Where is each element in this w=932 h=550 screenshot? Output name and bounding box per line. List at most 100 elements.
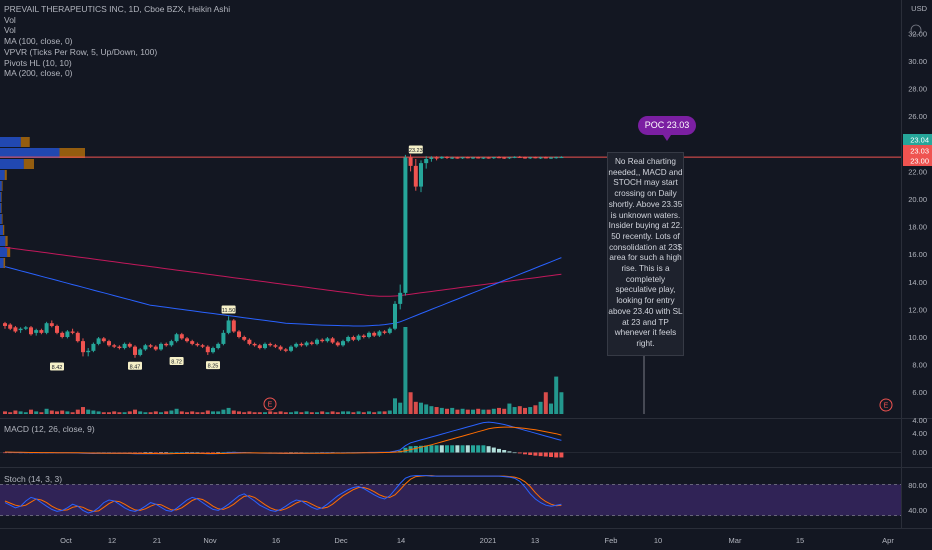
volume-bar [60, 410, 65, 414]
macd-histogram-bar [554, 452, 559, 458]
vpvr-bar [7, 247, 11, 257]
symbol-title[interactable]: PREVAIL THERAPEUTICS INC, 1D, Cboe BZX, … [4, 4, 231, 14]
candle-body [39, 330, 44, 333]
stoch-legend[interactable]: Stoch (14, 3, 3) [4, 474, 63, 484]
volume-bar [8, 412, 13, 414]
volume-bar [237, 411, 241, 414]
volume-bar [185, 412, 189, 414]
pivot-label: 8.25 [208, 364, 219, 370]
volume-bar [351, 412, 356, 414]
vpvr-bar [59, 148, 85, 158]
stoch-k-line [4, 475, 562, 514]
candle-body [445, 156, 449, 158]
macd-histogram-bar [304, 452, 309, 454]
volume-bar [91, 410, 96, 414]
candle-body [408, 157, 413, 166]
volume-bar [29, 409, 33, 414]
volume-bar [263, 412, 267, 414]
macd-histogram-bar [559, 452, 564, 458]
macd-histogram-bar [174, 452, 179, 453]
macd-histogram-bar [523, 452, 527, 455]
macd-histogram-bar [517, 452, 522, 454]
volume-bar [398, 402, 403, 414]
volume-bar [242, 412, 247, 414]
vpvr-bar [0, 236, 6, 246]
macd-histogram-bar [471, 445, 475, 453]
legend-vpvr[interactable]: VPVR (Ticks Per Row, 5, Up/Down, 100) [4, 46, 158, 57]
volume-bar [559, 392, 564, 414]
macd-histogram-bar [185, 452, 189, 453]
candle-body [153, 346, 158, 350]
volume-bar [179, 411, 184, 414]
legend-vol-1[interactable]: Vol [4, 14, 16, 25]
annotation-callout[interactable]: No Real charting needed,, MACD and STOCH… [607, 152, 684, 356]
currency-label: USD [911, 4, 927, 13]
vpvr-bar [0, 203, 2, 213]
volume-bar [419, 402, 423, 414]
macd-histogram-bar [153, 452, 158, 454]
time-tick: Dec [334, 536, 348, 545]
vpvr-bar [1, 214, 3, 224]
volume-bar [164, 411, 169, 414]
candle-body [481, 157, 486, 159]
macd-histogram-bar [507, 451, 512, 453]
pivot-label: 11.50 [222, 308, 235, 314]
candle-body [29, 327, 33, 335]
volume-bar [13, 410, 18, 414]
candle-body [549, 157, 553, 159]
vpvr-bar [23, 159, 34, 169]
volume-bar [153, 411, 158, 414]
candle-body [169, 341, 174, 346]
pivot-label-bg [169, 356, 184, 365]
stoch-band [0, 484, 901, 516]
price-tick: 22.00 [908, 167, 927, 176]
volume-bar [34, 411, 39, 414]
pivot-label-bg [221, 305, 236, 314]
time-tick: 16 [272, 536, 280, 545]
candle-body [23, 327, 28, 329]
legend-pivots[interactable]: Pivots HL (10, 10) [4, 57, 72, 68]
volume-bar [429, 406, 434, 414]
candle-body [502, 157, 507, 159]
candle-body [226, 320, 231, 333]
macd-histogram-bar [429, 445, 434, 453]
volume-bar [330, 411, 335, 414]
candle-body [257, 345, 262, 349]
legend-ma100[interactable]: MA (100, close, 0) [4, 36, 73, 47]
macd-histogram-bar [148, 452, 153, 454]
candle-body [70, 331, 75, 333]
legend-ma200[interactable]: MA (200, close, 0) [4, 68, 73, 79]
volume-bar [231, 410, 236, 414]
candle-body [403, 157, 408, 293]
candle-body [200, 345, 205, 347]
volume-bar [49, 410, 54, 414]
vpvr-bar [1, 181, 3, 191]
macd-histogram-bar [455, 445, 460, 453]
macd-histogram-bar [543, 452, 548, 457]
volume-bar [528, 407, 533, 414]
pivot-label: 8.72 [171, 359, 182, 365]
time-tick: 15 [796, 536, 804, 545]
volume-bar [408, 392, 413, 414]
volume-bar [439, 407, 444, 414]
volume-bar [117, 412, 122, 414]
candle-body [268, 343, 273, 346]
candle-body [315, 339, 319, 344]
macd-legend[interactable]: MACD (12, 26, close, 9) [4, 424, 95, 434]
macd-histogram-bar [195, 452, 200, 454]
candle-body [377, 331, 382, 336]
legend-vol-2[interactable]: Vol [4, 25, 16, 36]
candle-body [190, 341, 195, 344]
volume-bar [221, 409, 226, 414]
macd-histogram-bar [143, 452, 148, 454]
candle-body [96, 338, 101, 344]
poc-label: POC 23.03 [638, 116, 696, 135]
stoch-tick: 80.00 [908, 481, 927, 490]
candle-body [320, 339, 325, 342]
volume-bar [304, 411, 309, 414]
vpvr-bar [0, 225, 3, 235]
vpvr-bar [20, 137, 30, 147]
time-tick: 2021 [480, 536, 497, 545]
macd-histogram-bar [533, 452, 538, 456]
vpvr-bar [1, 192, 2, 202]
